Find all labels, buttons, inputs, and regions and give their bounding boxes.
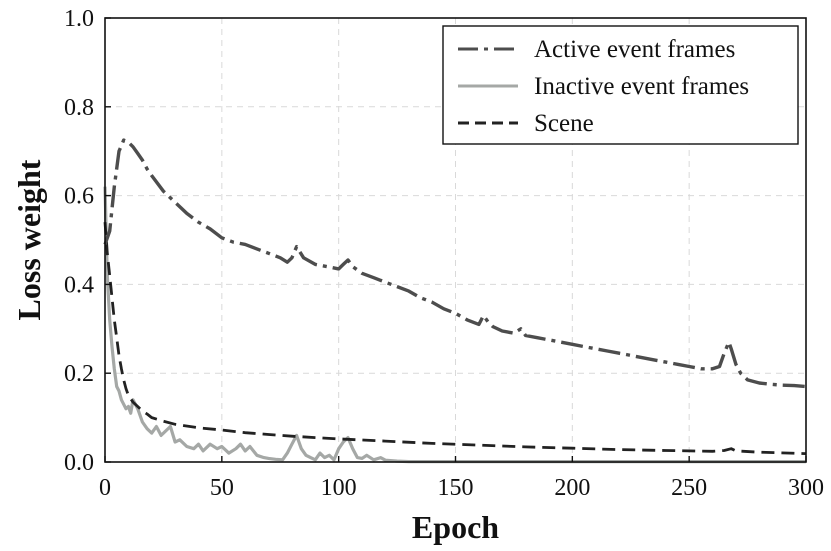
y-tick-label: 0.2 (64, 361, 94, 387)
legend-label-active: Active event frames (534, 36, 735, 63)
x-tick-label: 100 (321, 475, 357, 501)
y-tick-label: 0.4 (64, 272, 94, 298)
y-tick-label: 1.0 (64, 6, 94, 32)
legend-label-scene: Scene (534, 110, 594, 137)
x-tick-label: 150 (438, 475, 474, 501)
y-tick-label: 0.6 (64, 184, 94, 210)
series-line-scene (103, 222, 807, 455)
legend-label-inactive: Inactive event frames (534, 73, 749, 100)
x-tick-label: 250 (671, 475, 707, 501)
legend: Active event frames Inactive event frame… (442, 25, 799, 145)
axis-ticks: 0 50 100 150 200 250 300 0.0 0.2 0.4 0.6 0.8 1.0 (64, 6, 824, 501)
y-tick-label: 0.8 (64, 95, 94, 121)
x-axis-title: Epoch (412, 509, 499, 545)
series-line-active-event-frames (103, 138, 807, 389)
x-tick-label: 200 (554, 475, 590, 501)
x-tick-label: 0 (99, 475, 111, 501)
y-axis-title: Loss weight (11, 159, 47, 320)
y-tick-label: 0.0 (64, 450, 94, 476)
x-tick-label: 50 (210, 475, 234, 501)
x-tick-label: 300 (788, 475, 824, 501)
series-line-inactive-event-frames (103, 186, 806, 464)
series-layer (103, 138, 807, 464)
